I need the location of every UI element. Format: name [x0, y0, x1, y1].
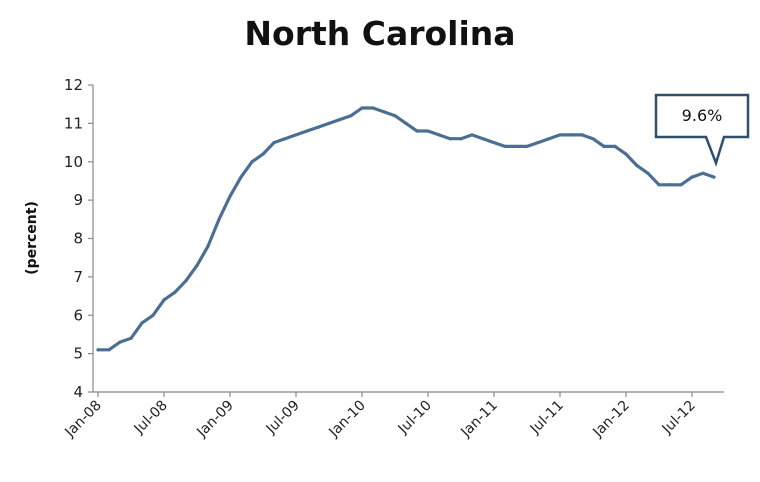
data-point: [503, 144, 507, 148]
data-point: [547, 137, 551, 141]
data-point: [371, 106, 375, 110]
x-tick-label: Jul-12: [659, 398, 699, 438]
data-point: [338, 117, 342, 122]
data-point: [118, 340, 122, 344]
data-point: [470, 133, 474, 137]
data-point: [525, 144, 529, 148]
series-group: [96, 106, 716, 352]
data-point: [613, 144, 617, 148]
data-point: [624, 152, 628, 156]
callout-box: [654, 93, 750, 167]
x-tick-label: Jan-09: [193, 398, 236, 441]
y-tick-label: 6: [73, 306, 83, 324]
data-point: [349, 114, 353, 118]
data-point: [173, 290, 177, 294]
y-axis-label: (percent): [24, 201, 40, 275]
data-point: [228, 194, 232, 198]
data-point: [107, 348, 111, 352]
data-point: [250, 160, 254, 164]
data-point: [591, 137, 595, 141]
y-tick-label: 9: [73, 191, 83, 209]
data-point: [305, 129, 309, 133]
data-point: [668, 183, 672, 187]
data-point: [327, 121, 331, 125]
data-point: [492, 140, 496, 145]
data-point: [558, 133, 562, 137]
data-point: [261, 152, 265, 156]
x-tick-label: Jul-08: [131, 398, 171, 438]
data-point: [316, 125, 320, 129]
callout-label: 9.6%: [682, 106, 723, 125]
data-point: [701, 171, 705, 175]
data-point: [448, 137, 452, 141]
data-point: [415, 129, 419, 133]
data-point: [184, 279, 188, 283]
x-tick-label: Jul-11: [527, 398, 567, 438]
series-line: [96, 106, 716, 352]
data-point: [459, 137, 463, 141]
data-point: [514, 144, 518, 148]
y-tick-label: 4: [73, 383, 83, 401]
data-point: [481, 137, 485, 141]
data-point: [206, 244, 210, 248]
data-point: [217, 217, 221, 221]
data-point: [635, 163, 639, 168]
data-point: [96, 348, 100, 352]
x-tick-label: Jan-10: [325, 398, 368, 441]
data-point: [294, 133, 298, 137]
data-point: [536, 140, 540, 145]
data-point: [162, 298, 166, 302]
data-point: [140, 321, 144, 325]
data-point: [272, 140, 276, 145]
data-point: [657, 183, 661, 187]
callout-annotation: 9.6%: [654, 93, 750, 167]
chart-title: North Carolina: [244, 14, 516, 53]
data-point: [569, 133, 573, 137]
data-point: [646, 171, 650, 175]
data-point: [151, 313, 155, 317]
data-point: [129, 336, 133, 340]
data-point: [426, 129, 430, 133]
y-tick-label: 12: [64, 76, 83, 94]
data-point: [712, 175, 716, 179]
data-point: [360, 106, 364, 110]
data-point: [437, 133, 441, 137]
y-tick-label: 10: [64, 153, 83, 171]
data-point: [239, 175, 243, 179]
data-point: [679, 183, 683, 187]
x-axis: Jan-08 Jul-08 Jan-09 Jul-09 Jan-10 Jul-10 Jan-…: [61, 391, 724, 441]
x-tick-label: Jan-12: [589, 398, 632, 441]
y-tick-label: 11: [64, 114, 83, 132]
data-point: [195, 263, 199, 267]
y-tick-label: 5: [73, 345, 83, 363]
x-tick-label: Jul-10: [395, 398, 435, 438]
y-tick-label: 7: [73, 268, 83, 286]
data-point: [602, 144, 606, 148]
data-point: [404, 121, 408, 125]
data-point: [690, 175, 694, 179]
x-tick-label: Jan-11: [457, 398, 500, 441]
data-point: [580, 133, 584, 137]
y-tick-label: 8: [73, 230, 83, 248]
x-tick-label: Jul-09: [263, 398, 303, 438]
data-point: [283, 137, 287, 141]
y-axis: 4 5 6 7 8 9 10 11 12: [64, 76, 94, 401]
data-point: [393, 114, 397, 118]
data-point: [382, 110, 386, 114]
x-tick-label: Jan-08: [61, 398, 104, 441]
